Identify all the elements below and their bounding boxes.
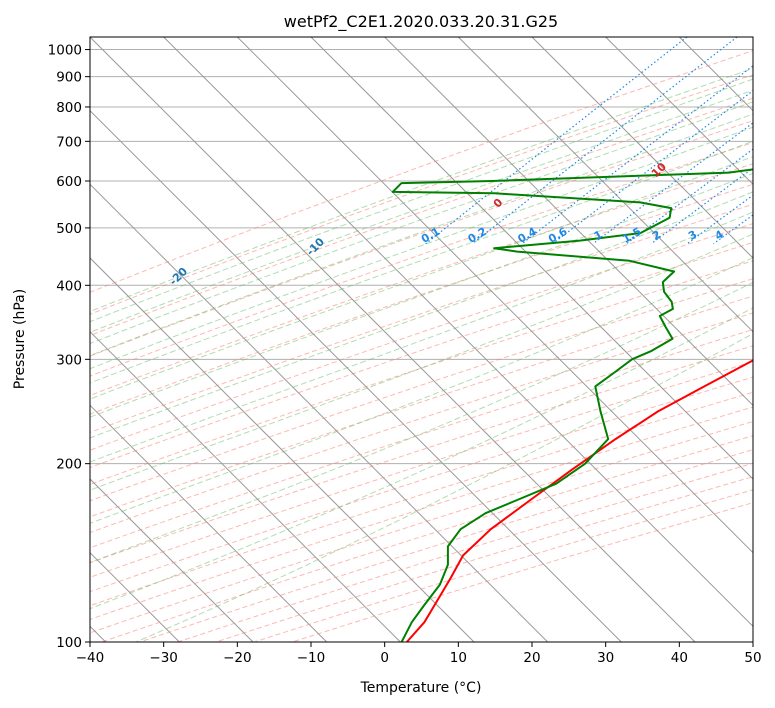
dry-adiabat-line	[90, 260, 753, 485]
isotherm-line	[90, 257, 475, 642]
moist-adiabat-line	[90, 211, 753, 463]
moist-adiabat-line	[90, 281, 753, 564]
y-tick-label: 800	[56, 100, 82, 116]
dry-adiabat-line	[90, 278, 753, 502]
x-tick-label: −10	[297, 650, 326, 666]
mixing-ratio-line	[592, 122, 753, 245]
y-tick-label: 700	[56, 134, 82, 150]
isotherm-line	[90, 37, 696, 642]
y-axis-ticks: 100 200 300 400 500 600 700 800 900 1000	[48, 43, 90, 651]
isotherm-line	[90, 330, 401, 642]
y-tick-label: 300	[56, 352, 82, 368]
plot-frame	[89, 36, 754, 643]
x-tick-label: −20	[223, 650, 252, 666]
x-tick-label: 50	[744, 650, 761, 666]
dry-adiabat-line	[90, 391, 753, 607]
dewpoint-profile-line	[391, 168, 753, 642]
x-tick-label: 40	[671, 650, 688, 666]
moist-adiabat-line	[90, 113, 753, 357]
x-tick-label: 20	[523, 650, 540, 666]
x-axis-ticks: −40 −30 −20 −10 0 10 20 30 40 50	[76, 642, 762, 666]
isotherm-line	[236, 37, 753, 554]
moist-adiabat-line	[90, 307, 753, 610]
isotherm-line	[90, 404, 328, 642]
moist-adiabat-line	[90, 140, 753, 384]
isotherm-line	[163, 37, 753, 628]
chart-title: wetPf2_C2E1.2020.033.20.31.G25	[284, 12, 558, 32]
dry-adiabat-line	[90, 163, 753, 396]
dry-adiabat-line	[90, 345, 753, 564]
dry-adiabat-line	[90, 142, 753, 377]
dry-adiabat-line	[90, 312, 753, 534]
moist-adiabat-line	[90, 156, 753, 400]
plot-area: 0.10.20.40.611.52346810131620253036-100-…	[90, 37, 753, 642]
dry-adiabat-line	[90, 50, 753, 293]
dry-adiabat-line	[90, 329, 753, 549]
x-tick-label: −40	[76, 650, 105, 666]
dry-adiabat-line	[90, 295, 753, 518]
isotherm-line	[605, 37, 753, 186]
dry-adiabat-line	[90, 223, 753, 451]
moist-adiabat-line	[90, 126, 753, 370]
isotherm-line	[90, 183, 549, 642]
isotherm-line	[90, 109, 622, 642]
y-tick-label: 900	[56, 70, 82, 86]
mixing-ratio-lines	[425, 37, 753, 245]
moist-adiabat-line	[135, 333, 753, 642]
x-tick-label: −30	[149, 650, 178, 666]
dry-adiabat-line	[90, 97, 753, 337]
dry-adiabat-lines	[90, 50, 753, 642]
y-tick-label: 1000	[48, 43, 82, 59]
sounding-series	[391, 168, 753, 642]
x-tick-label: 0	[380, 650, 389, 666]
x-axis-label: Temperature (°C)	[360, 680, 482, 696]
moist-adiabat-line	[90, 101, 753, 345]
isotherm-line	[310, 37, 753, 480]
isotherm-line	[384, 37, 753, 407]
x-tick-label: 10	[450, 650, 467, 666]
y-tick-label: 100	[56, 635, 82, 651]
mixing-ratio-line	[521, 65, 753, 245]
isotherm-line	[531, 37, 753, 259]
y-tick-label: 500	[56, 221, 82, 237]
mixing-ratio-line	[425, 37, 688, 245]
y-tick-label: 400	[56, 278, 82, 294]
temperature-profile-line	[406, 359, 753, 642]
isotherm-line	[457, 37, 753, 333]
moist-adiabat-line	[90, 172, 753, 418]
x-tick-label: 30	[597, 650, 614, 666]
y-tick-label: 600	[56, 174, 82, 190]
dry-adiabat-line	[90, 241, 753, 469]
y-tick-label: 200	[56, 457, 82, 473]
moist-adiabat-line	[90, 233, 753, 491]
y-axis-label: Pressure (hPa)	[12, 289, 28, 389]
moist-adiabat-line	[90, 257, 753, 524]
isotherm-lines	[90, 37, 753, 642]
mixing-ratio-line	[471, 37, 738, 245]
